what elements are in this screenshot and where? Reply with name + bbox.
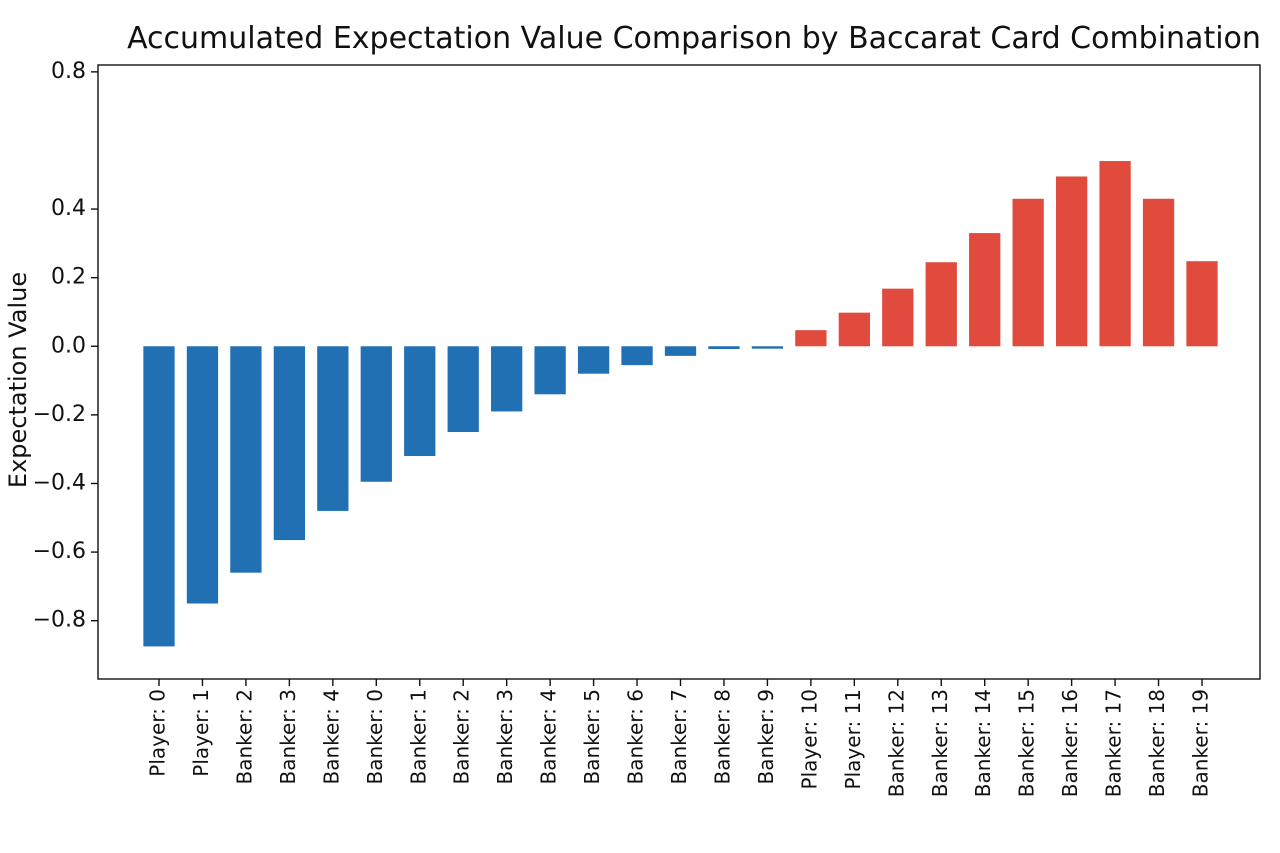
x-tick-label-9: Banker: 4 <box>537 689 561 785</box>
plot-frame <box>97 64 1261 680</box>
x-tick-label-18: Banker: 13 <box>928 689 952 797</box>
bar-5 <box>360 346 392 482</box>
y-axis-ticks: 0.8 0.4 0.2 0.0 −0.2 −0.4 −0.6 −0.8 <box>33 59 98 633</box>
x-tick-label-7: Banker: 2 <box>450 689 474 785</box>
x-tick-label-11: Banker: 6 <box>624 689 648 785</box>
x-tick-label-24: Banker: 19 <box>1189 689 1213 797</box>
bar-13 <box>708 346 740 350</box>
bar-6 <box>404 346 436 457</box>
bar-11 <box>621 346 653 366</box>
x-tick-label-2: Banker: 2 <box>232 689 256 785</box>
bar-1 <box>186 346 219 604</box>
bar-9 <box>534 346 566 395</box>
y-axis-label: Expectation Value <box>4 272 32 488</box>
x-tick-label-19: Banker: 14 <box>971 689 995 797</box>
x-tick-label-4: Banker: 4 <box>319 689 343 785</box>
y-tick-label-1: 0.4 <box>51 196 86 221</box>
y-tick-label-0: 0.8 <box>51 59 86 84</box>
bar-0 <box>143 346 175 647</box>
bar-17 <box>882 288 914 347</box>
bar-7 <box>447 346 479 433</box>
bar-21 <box>1055 176 1088 347</box>
bar-4 <box>317 346 349 511</box>
bar-23 <box>1142 198 1175 347</box>
x-tick-label-10: Banker: 5 <box>580 689 604 785</box>
bar-22 <box>1099 161 1131 347</box>
bar-20 <box>1012 198 1044 347</box>
x-tick-label-6: Banker: 1 <box>406 689 430 785</box>
bar-8 <box>491 346 523 412</box>
bar-16 <box>838 312 870 347</box>
bar-3 <box>273 346 306 541</box>
bar-19 <box>969 233 1001 347</box>
bar-12 <box>664 346 697 356</box>
x-tick-label-15: Player: 10 <box>797 689 821 789</box>
y-tick-label-5: −0.4 <box>33 470 86 495</box>
x-tick-label-17: Banker: 12 <box>884 689 908 797</box>
bar-18 <box>925 262 957 347</box>
bar-15 <box>795 330 827 347</box>
x-tick-label-14: Banker: 9 <box>754 689 778 785</box>
x-tick-label-23: Banker: 18 <box>1145 689 1169 797</box>
y-tick-label-3: 0.0 <box>51 333 86 358</box>
bar-2 <box>230 346 262 573</box>
x-tick-label-12: Banker: 7 <box>667 689 691 785</box>
x-tick-label-3: Banker: 3 <box>276 689 300 785</box>
x-tick-label-1: Player: 1 <box>189 689 213 777</box>
x-tick-label-0: Player: 0 <box>146 689 170 777</box>
chart-title: Accumulated Expectation Value Comparison… <box>127 21 1261 56</box>
bar-14 <box>751 346 784 349</box>
x-tick-label-13: Banker: 8 <box>710 689 734 785</box>
x-tick-label-22: Banker: 17 <box>1102 689 1126 797</box>
y-tick-label-2: 0.2 <box>51 265 86 290</box>
x-tick-label-8: Banker: 3 <box>493 689 517 785</box>
bar-10 <box>577 346 610 374</box>
x-tick-label-21: Banker: 16 <box>1058 689 1082 797</box>
x-axis-ticks: Player: 0 Player: 1 Banker: 2 Banker: 3 Bank… <box>146 679 1213 797</box>
bars-group <box>143 161 1218 647</box>
y-tick-label-4: −0.2 <box>33 402 86 427</box>
x-tick-label-16: Player: 11 <box>841 689 865 789</box>
x-tick-label-20: Banker: 15 <box>1015 689 1039 797</box>
y-tick-label-6: −0.6 <box>33 539 86 564</box>
y-tick-label-7: −0.8 <box>33 608 86 633</box>
bar-24 <box>1186 261 1218 347</box>
x-tick-label-5: Banker: 0 <box>363 689 387 785</box>
